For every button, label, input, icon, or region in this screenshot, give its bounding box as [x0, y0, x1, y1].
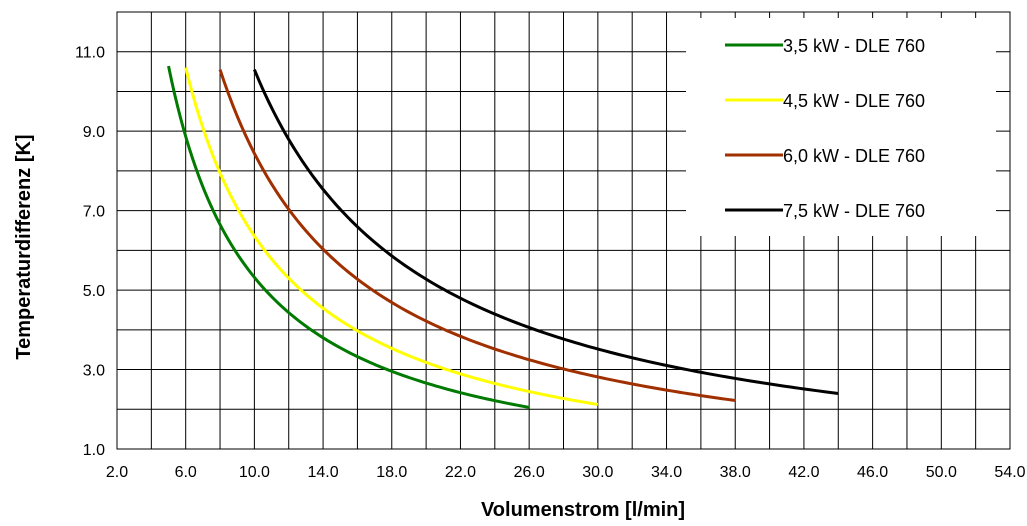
y-tick-label: 1.0 — [83, 442, 105, 459]
x-tick-label: 50.0 — [926, 464, 957, 481]
legend-label: 3,5 kW - DLE 760 — [783, 36, 925, 56]
legend-label: 7,5 kW - DLE 760 — [783, 201, 925, 221]
legend-box — [686, 18, 996, 236]
y-tick-label: 11.0 — [75, 45, 105, 62]
x-axis-ticks: 2.0 6.0 10.0 14.0 18.0 22.0 26.0 30.0 34.0 38.0 42… — [106, 464, 1026, 481]
series-line — [252, 69, 839, 395]
x-tick-label: 18.0 — [376, 464, 407, 481]
y-axis-ticks: 1.0 3.0 5.0 7.0 9.0 11.0 — [75, 45, 105, 459]
y-tick-label: 9.0 — [83, 124, 105, 141]
x-tick-label: 34.0 — [651, 464, 682, 481]
x-axis-title: Volumenstrom [l/min] — [481, 499, 685, 521]
x-tick-label: 38.0 — [720, 464, 751, 481]
series-line — [167, 65, 530, 409]
x-tick-label: 22.0 — [445, 464, 476, 481]
series-line — [218, 69, 736, 402]
x-tick-label: 6.0 — [175, 464, 197, 481]
x-tick-label: 42.0 — [788, 464, 819, 481]
x-tick-label: 14.0 — [308, 464, 339, 481]
x-tick-label: 2.0 — [106, 464, 128, 481]
legend-label: 4,5 kW - DLE 760 — [783, 91, 925, 111]
x-tick-label: 54.0 — [994, 464, 1025, 481]
legend: 3,5 kW - DLE 760 4,5 kW - DLE 760 6,0 kW -… — [686, 18, 996, 236]
y-tick-label: 5.0 — [83, 283, 105, 300]
x-tick-label: 30.0 — [582, 464, 613, 481]
y-tick-label: 3.0 — [83, 363, 105, 380]
series-layer — [167, 65, 839, 409]
plot-border — [116, 11, 1011, 450]
y-tick-label: 7.0 — [83, 204, 105, 221]
y-axis-title: Temperaturdifferenz [K] — [13, 134, 35, 359]
x-tick-label: 10.0 — [239, 464, 270, 481]
legend-label: 6,0 kW - DLE 760 — [783, 146, 925, 166]
series-line — [184, 67, 599, 406]
x-tick-label: 26.0 — [514, 464, 545, 481]
x-tick-label: 46.0 — [857, 464, 888, 481]
